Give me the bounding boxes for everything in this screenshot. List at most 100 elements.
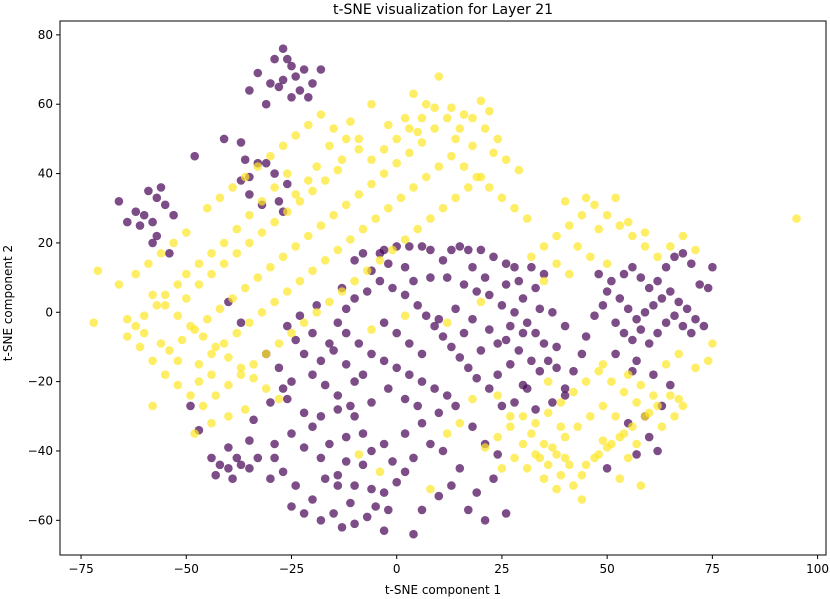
scatter-point: [434, 408, 444, 418]
scatter-point: [144, 259, 153, 269]
x-tick-label: −50: [174, 562, 199, 576]
scatter-point: [556, 398, 566, 407]
scatter-point: [607, 439, 616, 449]
scatter-point: [447, 342, 456, 352]
scatter-point: [623, 217, 633, 227]
scatter-point: [514, 346, 524, 355]
scatter-point: [539, 474, 549, 484]
scatter-point: [602, 287, 612, 296]
scatter-point: [261, 384, 271, 393]
scatter-point: [304, 120, 313, 130]
scatter-point: [476, 96, 486, 106]
scatter-point: [464, 505, 473, 515]
scatter-point: [480, 516, 490, 525]
scatter-point: [468, 422, 477, 432]
scatter-point: [594, 224, 603, 234]
scatter-point: [291, 131, 301, 140]
scatter-point: [539, 276, 549, 286]
scatter-point: [472, 488, 482, 497]
scatter-point: [552, 342, 561, 352]
scatter-point: [455, 418, 465, 428]
scatter-point: [160, 301, 170, 310]
scatter-point: [598, 360, 608, 369]
series-1: [89, 72, 801, 504]
scatter-point: [283, 207, 292, 216]
scatter-point: [489, 148, 498, 158]
scatter-point: [611, 412, 620, 421]
scatter-point: [405, 370, 414, 380]
scatter-point: [358, 249, 368, 258]
scatter-point: [203, 314, 212, 324]
scatter-point: [442, 318, 452, 328]
scatter-point: [358, 429, 368, 438]
scatter-point: [270, 54, 279, 64]
scatter-point: [219, 134, 229, 144]
scatter-point: [506, 422, 515, 432]
x-tick-label: 25: [494, 562, 509, 576]
scatter-point: [430, 384, 439, 393]
scatter-point: [304, 93, 313, 102]
scatter-point: [678, 231, 688, 241]
scatter-point: [485, 290, 494, 300]
scatter-point: [607, 276, 616, 286]
scatter-point: [640, 242, 650, 251]
scatter-point: [253, 68, 263, 78]
scatter-point: [708, 262, 717, 272]
scatter-point: [392, 477, 402, 487]
scatter-point: [291, 190, 301, 199]
scatter-point: [552, 259, 561, 269]
x-tick-label: 0: [393, 562, 401, 576]
scatter-point: [506, 412, 515, 421]
scatter-point: [228, 474, 237, 484]
scatter-point: [325, 297, 334, 307]
scatter-point: [598, 301, 608, 310]
scatter-point: [644, 283, 654, 293]
scatter-point: [148, 401, 157, 411]
scatter-point: [245, 436, 254, 445]
scatter-point: [236, 460, 246, 470]
scatter-point: [245, 238, 254, 248]
scatter-point: [628, 262, 637, 272]
scatter-point: [666, 380, 675, 390]
scatter-point: [173, 311, 183, 321]
scatter-point: [430, 321, 439, 331]
scatter-point: [156, 183, 166, 192]
scatter-point: [287, 429, 296, 438]
scatter-point: [569, 387, 578, 397]
scatter-point: [295, 311, 305, 321]
scatter-point: [649, 301, 658, 310]
scatter-point: [556, 422, 566, 432]
scatter-point: [708, 339, 717, 348]
scatter-point: [139, 210, 149, 220]
scatter-point: [392, 363, 402, 373]
scatter-point: [224, 464, 233, 473]
scatter-point: [501, 335, 511, 345]
scatter-point: [510, 398, 519, 407]
scatter-point: [207, 249, 216, 258]
scatter-point: [468, 113, 477, 123]
scatter-point: [270, 169, 279, 178]
scatter-point: [278, 44, 288, 53]
scatter-point: [518, 294, 528, 303]
scatter-point: [438, 446, 448, 456]
scatter-point: [278, 252, 288, 262]
scatter-point: [400, 235, 410, 244]
scatter-point: [291, 242, 301, 251]
scatter-point: [670, 252, 679, 262]
scatter-point: [354, 134, 364, 144]
scatter-point: [358, 224, 368, 234]
scatter-point: [409, 276, 418, 286]
scatter-point: [266, 79, 275, 88]
scatter-point: [552, 363, 561, 373]
scatter-point: [485, 384, 494, 393]
scatter-point: [316, 412, 326, 421]
scatter-point: [632, 439, 641, 449]
scatter-point: [304, 231, 313, 241]
scatter-point: [308, 266, 317, 276]
scatter-point: [350, 377, 359, 386]
scatter-point: [438, 332, 448, 341]
scatter-point: [594, 366, 603, 376]
scatter-point: [480, 443, 490, 452]
scatter-point: [426, 273, 435, 282]
